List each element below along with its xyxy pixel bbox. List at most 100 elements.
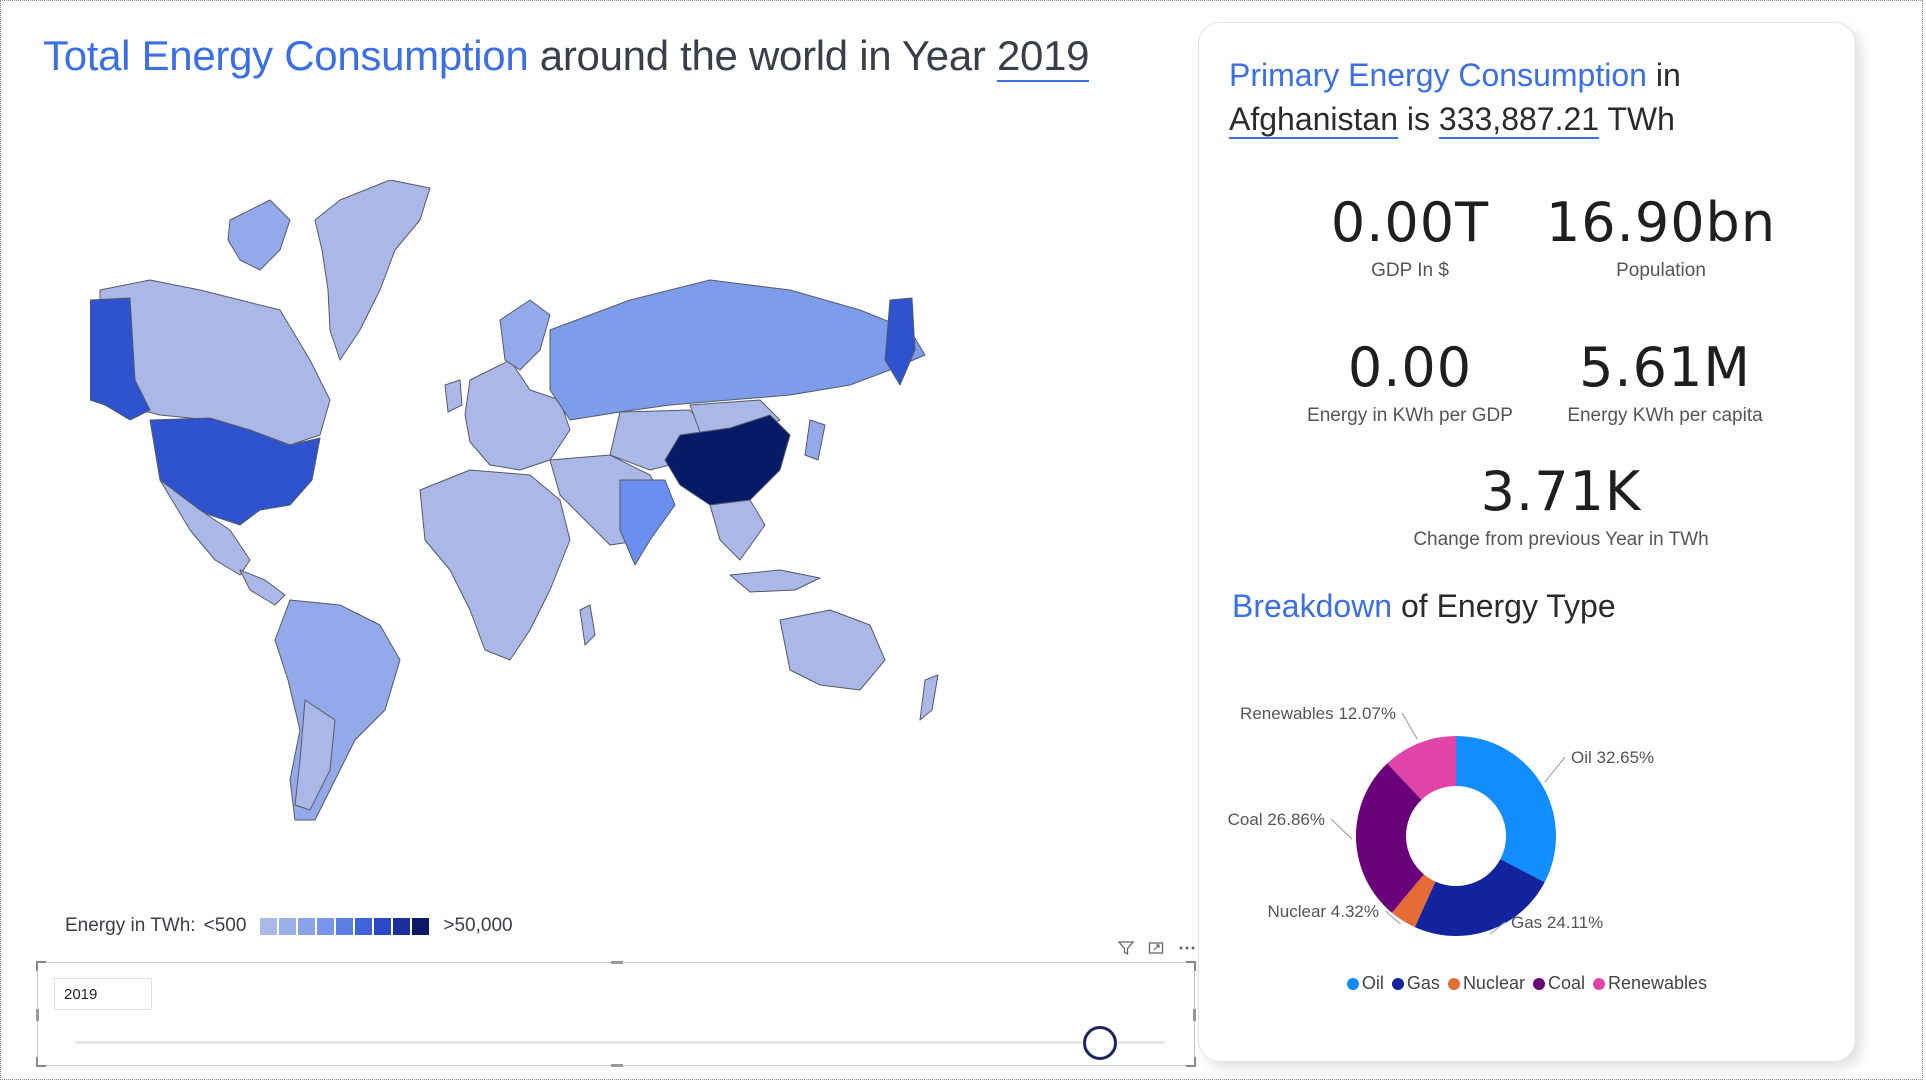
map-title: Total Energy Consumption around the worl… — [43, 32, 1090, 82]
map-region-uk[interactable] — [444, 379, 463, 413]
resize-handle[interactable] — [1193, 1009, 1196, 1021]
donut-slice-nuclear[interactable] — [1391, 874, 1436, 928]
map-region-central-america[interactable] — [239, 569, 286, 606]
map-region-canada-arctic[interactable] — [227, 199, 291, 271]
breakdown-accent: Breakdown — [1232, 588, 1393, 624]
map-region-south-america[interactable] — [274, 599, 401, 821]
kpi-population: 16.90bn Population — [1511, 191, 1811, 282]
map-region-indonesia[interactable] — [729, 569, 821, 593]
map-legend: Energy in TWh: <500 >50,000 — [65, 915, 513, 937]
map-region-scandinavia[interactable] — [499, 299, 551, 371]
donut-data-label: Coal 26.86% — [1228, 810, 1325, 829]
kpi-value: 3.71K — [1480, 460, 1642, 523]
legend-dot-icon — [1532, 978, 1545, 990]
map-region-africa[interactable] — [419, 469, 571, 661]
kpi-value: 0.00T — [1330, 191, 1490, 254]
donut-slice-oil[interactable] — [1456, 736, 1556, 883]
slider-track[interactable] — [75, 1041, 1165, 1044]
donut-slice-renewables[interactable] — [1387, 736, 1456, 800]
legend-dot-icon — [1447, 978, 1460, 990]
map-region-alaska[interactable] — [89, 297, 151, 421]
map-region-greenland[interactable] — [314, 179, 431, 361]
donut-slice-coal[interactable] — [1356, 763, 1424, 913]
map-region-mexico[interactable] — [159, 479, 251, 576]
donut-leader-line — [1401, 712, 1418, 740]
energy-type-donut-chart[interactable]: Oil 32.65% Gas 24.11% Nuclear 4.32% Coal 26… — [1199, 663, 1855, 1003]
legend-item-oil[interactable]: Oil — [1346, 973, 1384, 993]
kpi-gdp: 0.00T GDP In $ — [1260, 191, 1560, 282]
donut-leader-line — [1384, 910, 1402, 925]
card-title-accent: Primary Energy Consumption — [1229, 57, 1647, 93]
focus-mode-icon[interactable] — [1148, 940, 1164, 959]
donut-data-label: Gas 24.11% — [1511, 913, 1603, 932]
year-value-input[interactable]: 2019 — [54, 978, 152, 1010]
donut-legend: Oil Gas Nuclear Coal Renewables — [1199, 973, 1855, 994]
donut-leader-line — [1330, 818, 1353, 840]
more-options-icon[interactable] — [1178, 940, 1196, 959]
resize-handle[interactable] — [36, 961, 46, 971]
legend-item-label: Coal — [1547, 973, 1585, 993]
map-region-southeast-asia[interactable] — [709, 499, 766, 561]
year-slicer[interactable]: 2019 — [36, 961, 1196, 1067]
legend-color-scale — [260, 917, 430, 935]
resize-handle[interactable] — [611, 961, 623, 964]
kpi-value: 16.90bn — [1545, 191, 1777, 254]
card-title-in: in — [1655, 57, 1681, 93]
title-year: 2019 — [996, 32, 1090, 82]
map-region-australia[interactable] — [779, 609, 886, 691]
legend-item-coal[interactable]: Coal — [1532, 973, 1585, 993]
consumption-value: 333,887.21 — [1438, 101, 1600, 139]
filter-icon[interactable] — [1117, 940, 1135, 959]
map-region-kamchatka-east[interactable] — [884, 297, 916, 386]
legend-swatch — [412, 917, 430, 935]
legend-swatch — [279, 917, 297, 935]
title-rest: around the world in Year — [539, 32, 986, 79]
legend-swatch — [336, 917, 354, 935]
kpi-value: 5.61M — [1579, 336, 1751, 399]
title-accent: Total Energy Consumption — [43, 32, 529, 79]
resize-handle[interactable] — [36, 1009, 39, 1021]
legend-swatch — [298, 917, 316, 935]
legend-min: <500 — [203, 915, 247, 936]
kpi-energy-per-capita: 5.61M Energy KWh per capita — [1515, 336, 1815, 427]
legend-item-nuclear[interactable]: Nuclear — [1447, 973, 1525, 993]
resize-handle[interactable] — [1186, 961, 1196, 971]
donut-data-label: Renewables 12.07% — [1240, 704, 1396, 723]
map-region-japan[interactable] — [804, 419, 826, 461]
legend-item-gas[interactable]: Gas — [1391, 973, 1440, 993]
legend-max: >50,000 — [443, 915, 513, 936]
legend-item-label: Gas — [1406, 973, 1440, 993]
resize-handle[interactable] — [611, 1064, 623, 1067]
map-region-russia[interactable] — [549, 279, 926, 421]
resize-handle[interactable] — [1186, 1057, 1196, 1067]
slider-thumb[interactable] — [1082, 1026, 1117, 1060]
legend-label: Energy in TWh: — [65, 915, 196, 936]
kpi-value: 0.00 — [1347, 336, 1473, 399]
map-region-china[interactable] — [664, 414, 791, 506]
world-choropleth-map[interactable] — [89, 179, 1140, 860]
visual-header — [1117, 940, 1196, 959]
legend-swatch — [260, 917, 278, 935]
kpi-label: Population — [1616, 260, 1706, 281]
map-region-new-zealand[interactable] — [919, 674, 939, 721]
legend-item-label: Renewables — [1608, 973, 1708, 993]
donut-slice-gas[interactable] — [1414, 859, 1545, 936]
legend-swatch — [393, 917, 411, 935]
map-region-madagascar[interactable] — [579, 604, 596, 646]
consumption-unit: TWh — [1607, 101, 1675, 137]
map-region-south-america-south[interactable] — [294, 699, 336, 811]
legend-dot-icon — [1593, 978, 1605, 990]
legend-swatch — [317, 917, 335, 935]
donut-data-label: Oil 32.65% — [1571, 748, 1654, 767]
legend-swatch — [374, 917, 392, 935]
kpi-label: Change from previous Year in TWh — [1413, 529, 1709, 550]
donut-leader-line — [1489, 921, 1506, 935]
map-region-india[interactable] — [619, 479, 676, 566]
legend-dot-icon — [1391, 978, 1404, 990]
resize-handle[interactable] — [36, 1057, 46, 1067]
kpi-energy-per-gdp: 0.00 Energy in KWh per GDP — [1260, 336, 1560, 427]
legend-item-renewables[interactable]: Renewables — [1593, 973, 1707, 993]
breakdown-rest: of Energy Type — [1400, 588, 1616, 624]
card-title-is: is — [1406, 101, 1431, 137]
